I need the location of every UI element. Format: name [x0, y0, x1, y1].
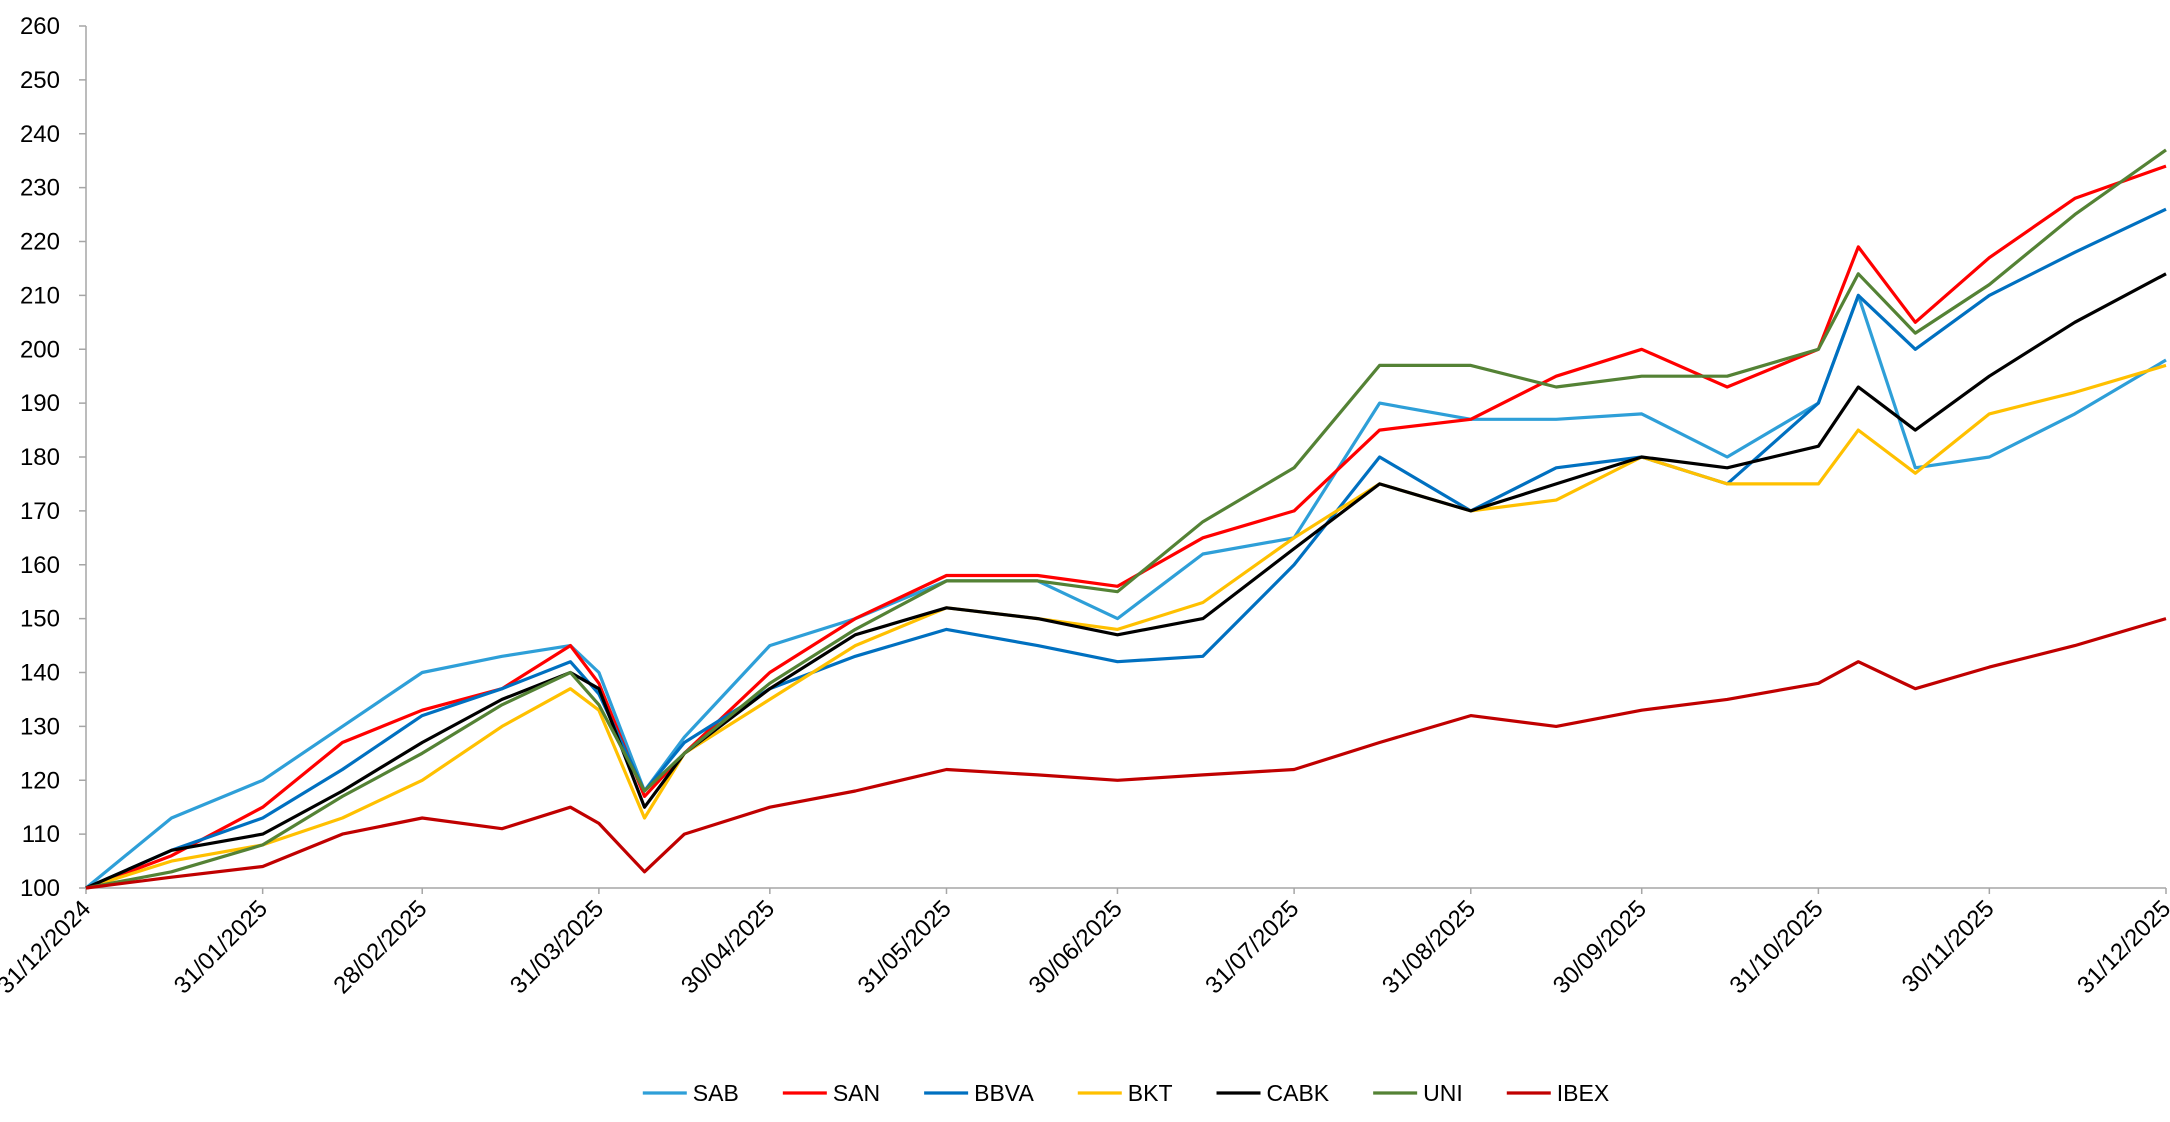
legend-label: CABK — [1267, 1080, 1330, 1106]
legend-label: BBVA — [974, 1080, 1034, 1106]
legend-label: SAB — [693, 1080, 739, 1106]
y-tick-label: 200 — [20, 336, 60, 363]
x-tick-label: 31/03/2025 — [505, 895, 609, 999]
series-line — [85, 617, 2167, 890]
series-line — [85, 164, 2167, 890]
y-tick-label: 100 — [20, 875, 60, 902]
x-tick-label: 31/01/2025 — [169, 895, 273, 999]
y-tick-label: 170 — [20, 498, 60, 525]
legend-label: IBEX — [1557, 1080, 1609, 1106]
series-line — [85, 148, 2167, 890]
series-line — [85, 207, 2167, 890]
y-tick-label: 150 — [20, 606, 60, 633]
y-tick-label: 130 — [20, 713, 60, 740]
y-tick-label: 210 — [20, 282, 60, 309]
y-tick-label: 220 — [20, 229, 60, 256]
x-tick-label: 30/09/2025 — [1548, 895, 1652, 999]
x-tick-label: 28/02/2025 — [328, 895, 432, 999]
y-tick-label: 160 — [20, 552, 60, 579]
series-line — [84, 293, 2167, 890]
legend-label: SAN — [833, 1080, 880, 1106]
y-tick-label: 240 — [20, 121, 60, 148]
x-tick-label: 31/12/2024 — [0, 895, 96, 999]
x-tick-label: 31/08/2025 — [1377, 895, 1481, 999]
x-tick-label: 31/07/2025 — [1200, 895, 1304, 999]
x-tick-label: 30/11/2025 — [1897, 895, 2000, 998]
x-tick-label: 30/06/2025 — [1024, 895, 1128, 999]
y-tick-label: 250 — [20, 67, 60, 94]
legend: SAB SAN BBVA BKT CABK UNI IBEX — [642, 1080, 1609, 1106]
series-line — [85, 363, 2167, 890]
y-tick-label: 190 — [20, 390, 60, 417]
x-tick-label: 30/04/2025 — [676, 895, 780, 999]
series-line — [85, 272, 2167, 890]
y-tick-label: 140 — [20, 660, 60, 687]
y-tick-label: 180 — [20, 444, 60, 471]
y-tick-label: 120 — [20, 767, 60, 794]
x-tick-label: 31/10/2025 — [1725, 895, 1829, 999]
x-tick-label: 31/12/2025 — [2072, 895, 2170, 999]
y-tick-label: 230 — [20, 175, 60, 202]
x-tick-label: 31/05/2025 — [853, 895, 957, 999]
legend-label: UNI — [1423, 1080, 1463, 1106]
y-tick-label: 110 — [22, 821, 60, 848]
legend-label: BKT — [1128, 1080, 1173, 1106]
y-tick-label: 260 — [20, 13, 60, 40]
